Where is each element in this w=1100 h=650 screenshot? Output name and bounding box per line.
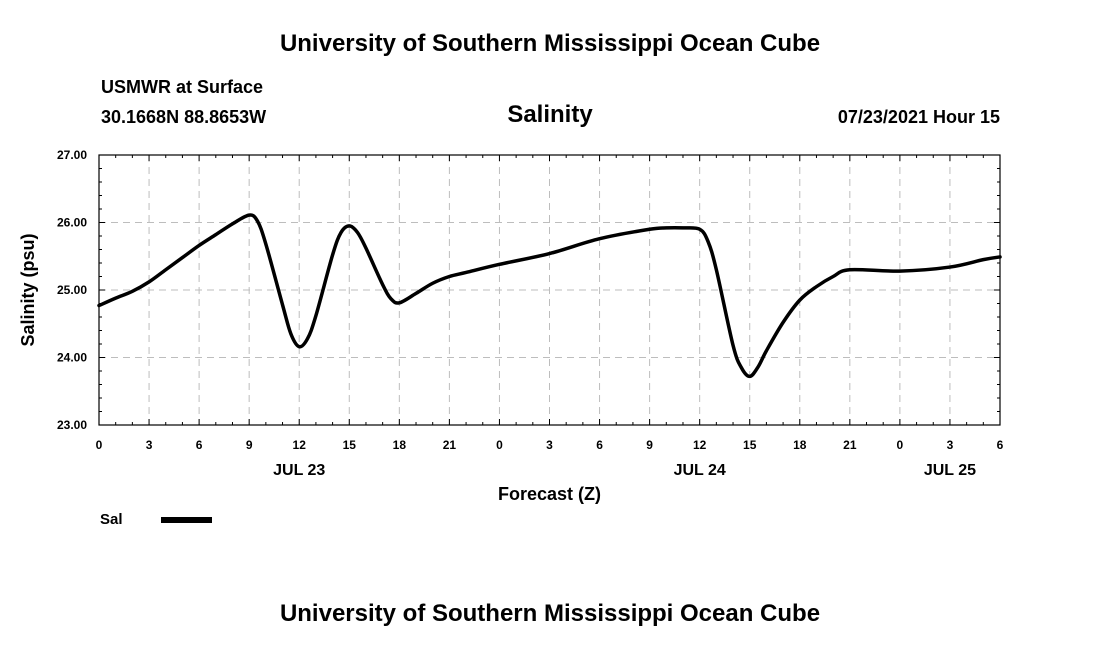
x-tick-label: 6: [196, 438, 203, 452]
station-coordinates: 30.1668N 88.8653W: [101, 107, 267, 127]
x-tick-label: 0: [96, 438, 103, 452]
x-tick-label: 6: [596, 438, 603, 452]
y-tick-label: 26.00: [57, 216, 87, 230]
x-tick-label: 9: [246, 438, 253, 452]
y-tick-label: 24.00: [57, 351, 87, 365]
x-axis-label: Forecast (Z): [498, 484, 601, 504]
page-title-top: University of Southern Mississippi Ocean…: [279, 30, 821, 57]
x-tick-label: 15: [343, 438, 357, 452]
x-tick-label: 0: [897, 438, 904, 452]
y-axis-label: Salinity (psu): [18, 233, 38, 346]
x-tick-label: 6: [997, 438, 1004, 452]
x-tick-label: 3: [947, 438, 954, 452]
x-tick-label: 21: [843, 438, 857, 452]
x-tick-label: 12: [293, 438, 307, 452]
x-tick-label: 3: [146, 438, 153, 452]
page-title-bottom: University of Southern Mississippi Ocean…: [279, 600, 821, 627]
y-tick-label: 25.00: [57, 283, 87, 297]
legend-label: Sal: [100, 511, 123, 528]
date-label: JUL 24: [674, 462, 726, 479]
x-tick-label: 0: [496, 438, 503, 452]
x-tick-label: 9: [646, 438, 653, 452]
x-tick-label: 21: [443, 438, 457, 452]
chart-title: Salinity: [507, 101, 593, 128]
x-tick-label: 12: [693, 438, 707, 452]
date-label: JUL 25: [924, 462, 976, 479]
x-tick-label: 15: [743, 438, 757, 452]
x-tick-label: 18: [393, 438, 407, 452]
date-label: JUL 23: [273, 462, 325, 479]
x-tick-label: 18: [793, 438, 807, 452]
y-tick-label: 27.00: [57, 148, 87, 162]
y-tick-label: 23.00: [57, 418, 87, 432]
series-line-sal: [97, 213, 1002, 379]
station-label: USMWR at Surface: [101, 77, 264, 97]
forecast-datetime: 07/23/2021 Hour 15: [837, 107, 1000, 127]
x-tick-label: 3: [546, 438, 553, 452]
